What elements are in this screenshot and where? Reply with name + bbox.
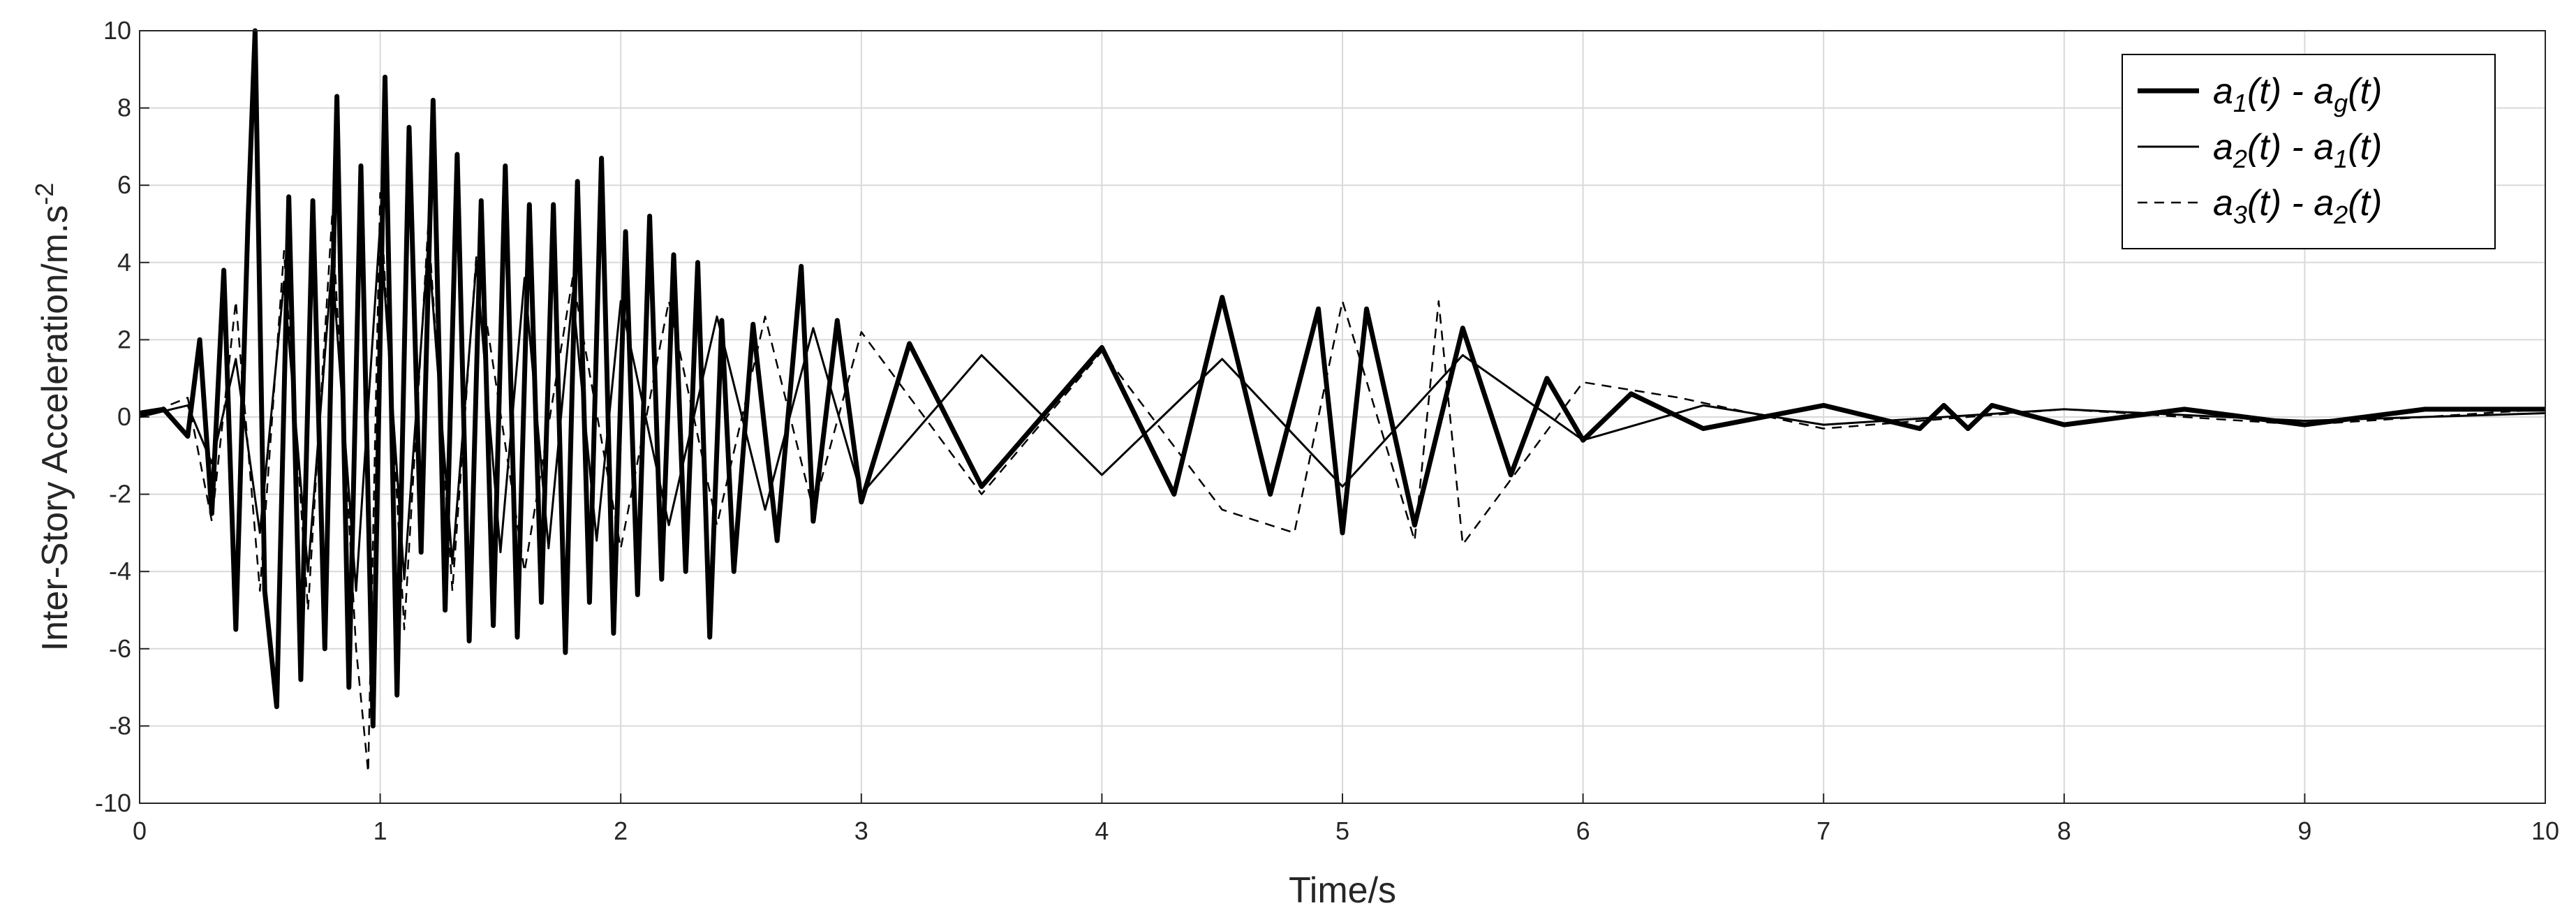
y-tick-label: -2 [109,480,131,508]
series-line-2 [139,223,2546,592]
x-tick-label: 0 [133,817,147,845]
legend-label-part: (t) - a [2247,127,2334,168]
legend-box [2122,54,2496,249]
legend-label-part: a [2213,183,2233,224]
y-tick-label: 4 [117,248,131,277]
y-tick-label: -10 [95,789,131,817]
series-line-1 [139,28,2545,729]
y-tick-label: 8 [117,94,131,122]
series-layer [139,28,2546,774]
legend-label-part: g [2334,89,2348,117]
y-tick-label: 0 [117,402,131,431]
legend-label-part: 3 [2233,200,2247,229]
legend-label-1: a1(t) - ag(t) [2213,71,2382,117]
x-tick-labels: 0 1 2 3 4 5 6 7 8 9 10 [133,817,2559,845]
legend-label-3: a3(t) - a2(t) [2213,183,2382,229]
x-tick-label: 5 [1335,817,1349,845]
legend: a1(t) - ag(t)a2(t) - a1(t)a3(t) - a2(t) [2122,54,2496,249]
y-tick-label: -6 [109,634,131,663]
y-tick-label: 10 [103,16,131,45]
legend-label-part: (t) - a [2247,183,2334,224]
x-tick-label: 10 [2531,817,2559,845]
legend-label-part: (t) - a [2247,71,2334,112]
legend-label-2: a2(t) - a1(t) [2213,127,2382,173]
y-axis-label: Inter-Story Acceleration/m.s-2 [30,183,75,652]
x-tick-label: 6 [1576,817,1590,845]
legend-label-part: (t) [2348,127,2382,168]
x-axis-label: Time/s [1289,870,1396,911]
legend-label-part: (t) [2348,183,2382,224]
y-tick-label: 2 [117,325,131,353]
legend-label-part: 1 [2334,145,2348,173]
x-tick-label: 9 [2297,817,2311,845]
y-axis-label-exponent: -2 [30,183,59,205]
legend-label-part: (t) [2348,71,2382,112]
y-axis-label-main: Inter-Story Acceleration/m.s [35,205,75,652]
legend-label-part: a [2213,127,2233,168]
y-tick-label: -8 [109,711,131,740]
y-tick-label: 6 [117,170,131,199]
x-tick-label: 4 [1095,817,1109,845]
x-tick-label: 8 [2057,817,2071,845]
legend-label-part: a [2213,71,2233,112]
x-tick-label: 7 [1816,817,1830,845]
x-tick-label: 1 [373,817,387,845]
x-tick-label: 2 [614,817,628,845]
y-tick-labels: -10 -8 -6 -4 -2 0 2 4 6 8 10 [95,16,131,817]
legend-label-part: 1 [2233,89,2247,117]
x-tick-label: 3 [854,817,868,845]
y-tick-label: -4 [109,557,131,585]
legend-label-part: 2 [2333,200,2348,229]
plot-frame [139,30,2546,804]
legend-label-part: 2 [2233,145,2247,173]
